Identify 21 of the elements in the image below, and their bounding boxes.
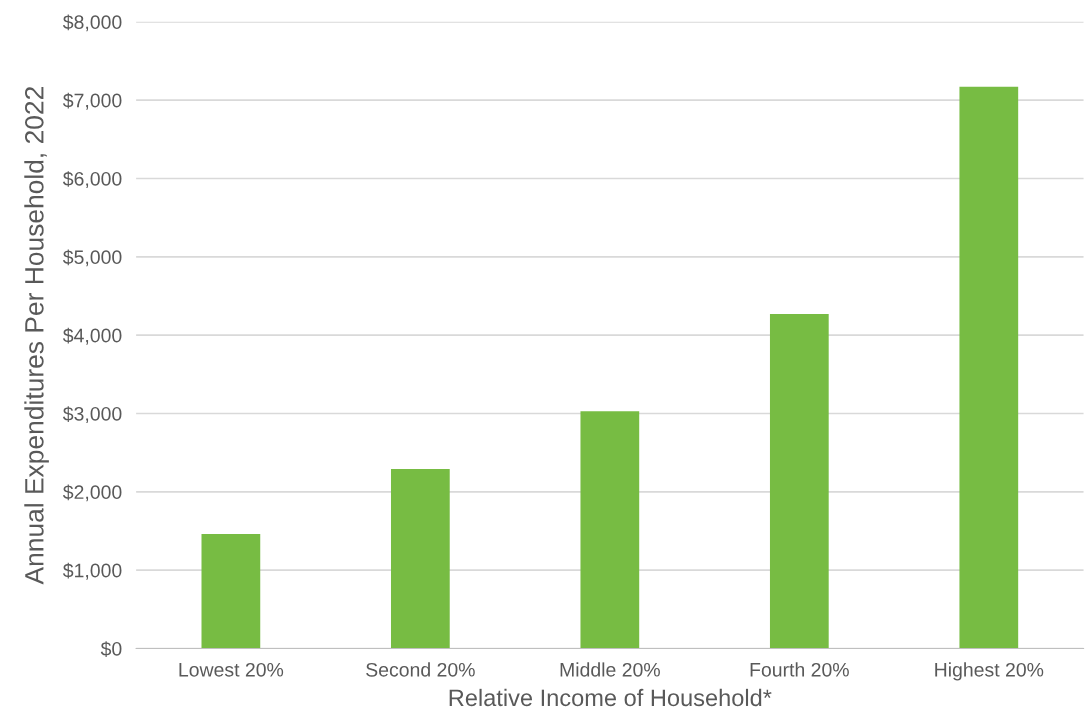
y-axis-title: Annual Expenditures Per Household, 2022 bbox=[24, 87, 49, 585]
bar bbox=[390, 469, 450, 649]
bar bbox=[201, 534, 261, 649]
y-tick-label: $0 bbox=[100, 641, 122, 657]
x-tick-label: Fourth 20% bbox=[750, 662, 849, 677]
x-tick-label: Highest 20% bbox=[935, 662, 1044, 681]
x-axis-title: Relative Income of Household* bbox=[449, 688, 772, 707]
x-tick-label: Lowest 20% bbox=[179, 662, 284, 677]
y-tick-label: $1,000 bbox=[62, 562, 122, 580]
x-tick-label: Middle 20% bbox=[560, 662, 660, 677]
y-tick-label: $5,000 bbox=[62, 249, 122, 267]
y-tick-label: $2,000 bbox=[62, 484, 122, 502]
bar bbox=[769, 314, 829, 649]
y-tick-label: $6,000 bbox=[62, 171, 122, 189]
bar bbox=[959, 86, 1019, 649]
y-tick-label: $4,000 bbox=[62, 327, 122, 345]
bar bbox=[580, 411, 640, 649]
y-tick-label: $7,000 bbox=[62, 92, 122, 110]
y-tick-label: $3,000 bbox=[62, 406, 122, 424]
y-tick-label: $8,000 bbox=[62, 14, 122, 32]
x-tick-label: Second 20% bbox=[366, 662, 475, 677]
